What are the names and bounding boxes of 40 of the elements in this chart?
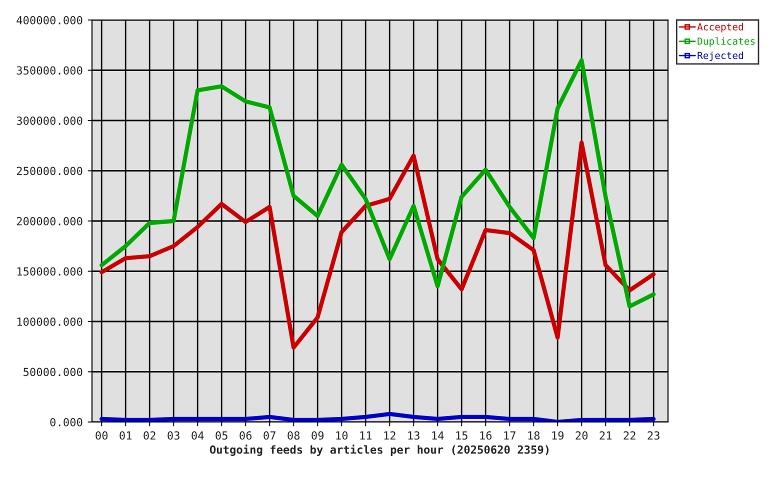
x-tick-label: 17 xyxy=(504,431,516,440)
x-tick-label: 15 xyxy=(456,431,468,440)
y-tick-label: 0.000 xyxy=(50,418,82,426)
x-tick-label: 14 xyxy=(432,431,444,440)
x-tick-label: 22 xyxy=(624,431,636,440)
x-tick-label: 08 xyxy=(288,431,300,440)
x-tick-label: 00 xyxy=(96,431,108,440)
y-tick-label: 200000.000 xyxy=(16,217,82,226)
x-tick-label: 06 xyxy=(240,431,252,440)
x-tick-label: 04 xyxy=(192,431,204,440)
x-tick-label: 20 xyxy=(576,431,588,440)
x-tick-label: 23 xyxy=(648,431,660,440)
x-tick-label: 16 xyxy=(480,431,492,440)
y-tick-label: 50000.000 xyxy=(24,368,82,376)
line-series xyxy=(100,412,656,422)
x-tick-label: 13 xyxy=(408,431,420,440)
x-tick-label: 19 xyxy=(552,431,564,440)
y-tick-label: 150000.000 xyxy=(17,267,82,276)
y-tick-label: 100000.000 xyxy=(17,318,82,326)
x-tick-label: 05 xyxy=(216,431,228,440)
legend-label: Rejected xyxy=(698,52,743,62)
x-tick-label: 01 xyxy=(120,431,132,440)
legend-label: Accepted xyxy=(697,22,743,32)
line-series xyxy=(100,140,656,350)
y-tick-label: 400000.000 xyxy=(16,16,82,24)
y-tick-label: 350000.000 xyxy=(16,66,82,75)
x-tick-label: 03 xyxy=(168,431,180,440)
x-tick-label: 10 xyxy=(336,431,348,440)
x-tick-label: 11 xyxy=(360,431,372,440)
x-tick-label: 02 xyxy=(144,431,156,440)
line-series xyxy=(100,58,656,309)
x-tick-label: 07 xyxy=(264,431,276,440)
x-tick-label: 09 xyxy=(312,431,324,440)
x-tick-label: 12 xyxy=(384,431,396,440)
x-axis-title: Outgoing feeds by articles per hour (20250620 2359) xyxy=(210,444,549,456)
y-tick-label: 250000.000 xyxy=(16,166,82,176)
x-tick-label: 21 xyxy=(600,431,612,440)
y-tick-label: 300000.000 xyxy=(16,116,82,125)
x-tick-label: 18 xyxy=(528,431,540,440)
legend-label: Duplicates xyxy=(698,37,755,47)
